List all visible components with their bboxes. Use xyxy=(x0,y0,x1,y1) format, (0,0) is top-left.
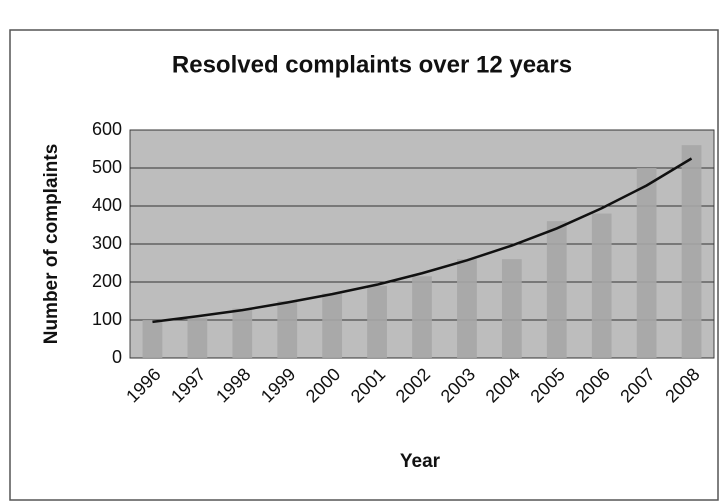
bar xyxy=(501,259,522,358)
bar xyxy=(277,301,298,358)
bar xyxy=(232,308,253,358)
bar xyxy=(367,285,387,358)
bar xyxy=(142,320,163,358)
y-tick-label: 300 xyxy=(92,233,122,253)
y-tick-label: 0 xyxy=(112,347,122,367)
bar xyxy=(546,221,567,358)
bar xyxy=(322,293,343,358)
y-tick-label: 500 xyxy=(92,157,122,177)
bar xyxy=(681,145,702,358)
y-tick-label: 600 xyxy=(92,119,122,139)
trendline xyxy=(152,157,693,324)
bar xyxy=(636,168,657,358)
bar xyxy=(412,276,432,358)
chart-title: Resolved complaints over 12 years xyxy=(172,51,572,78)
y-tick-label: 100 xyxy=(92,309,122,329)
bar xyxy=(457,259,477,358)
y-axis-title: Number of complaints xyxy=(41,144,62,345)
bar xyxy=(187,318,208,358)
y-tick-label: 200 xyxy=(92,271,122,291)
x-axis-title: Year xyxy=(400,451,441,472)
y-tick-label: 400 xyxy=(92,195,122,215)
bar xyxy=(591,213,612,358)
